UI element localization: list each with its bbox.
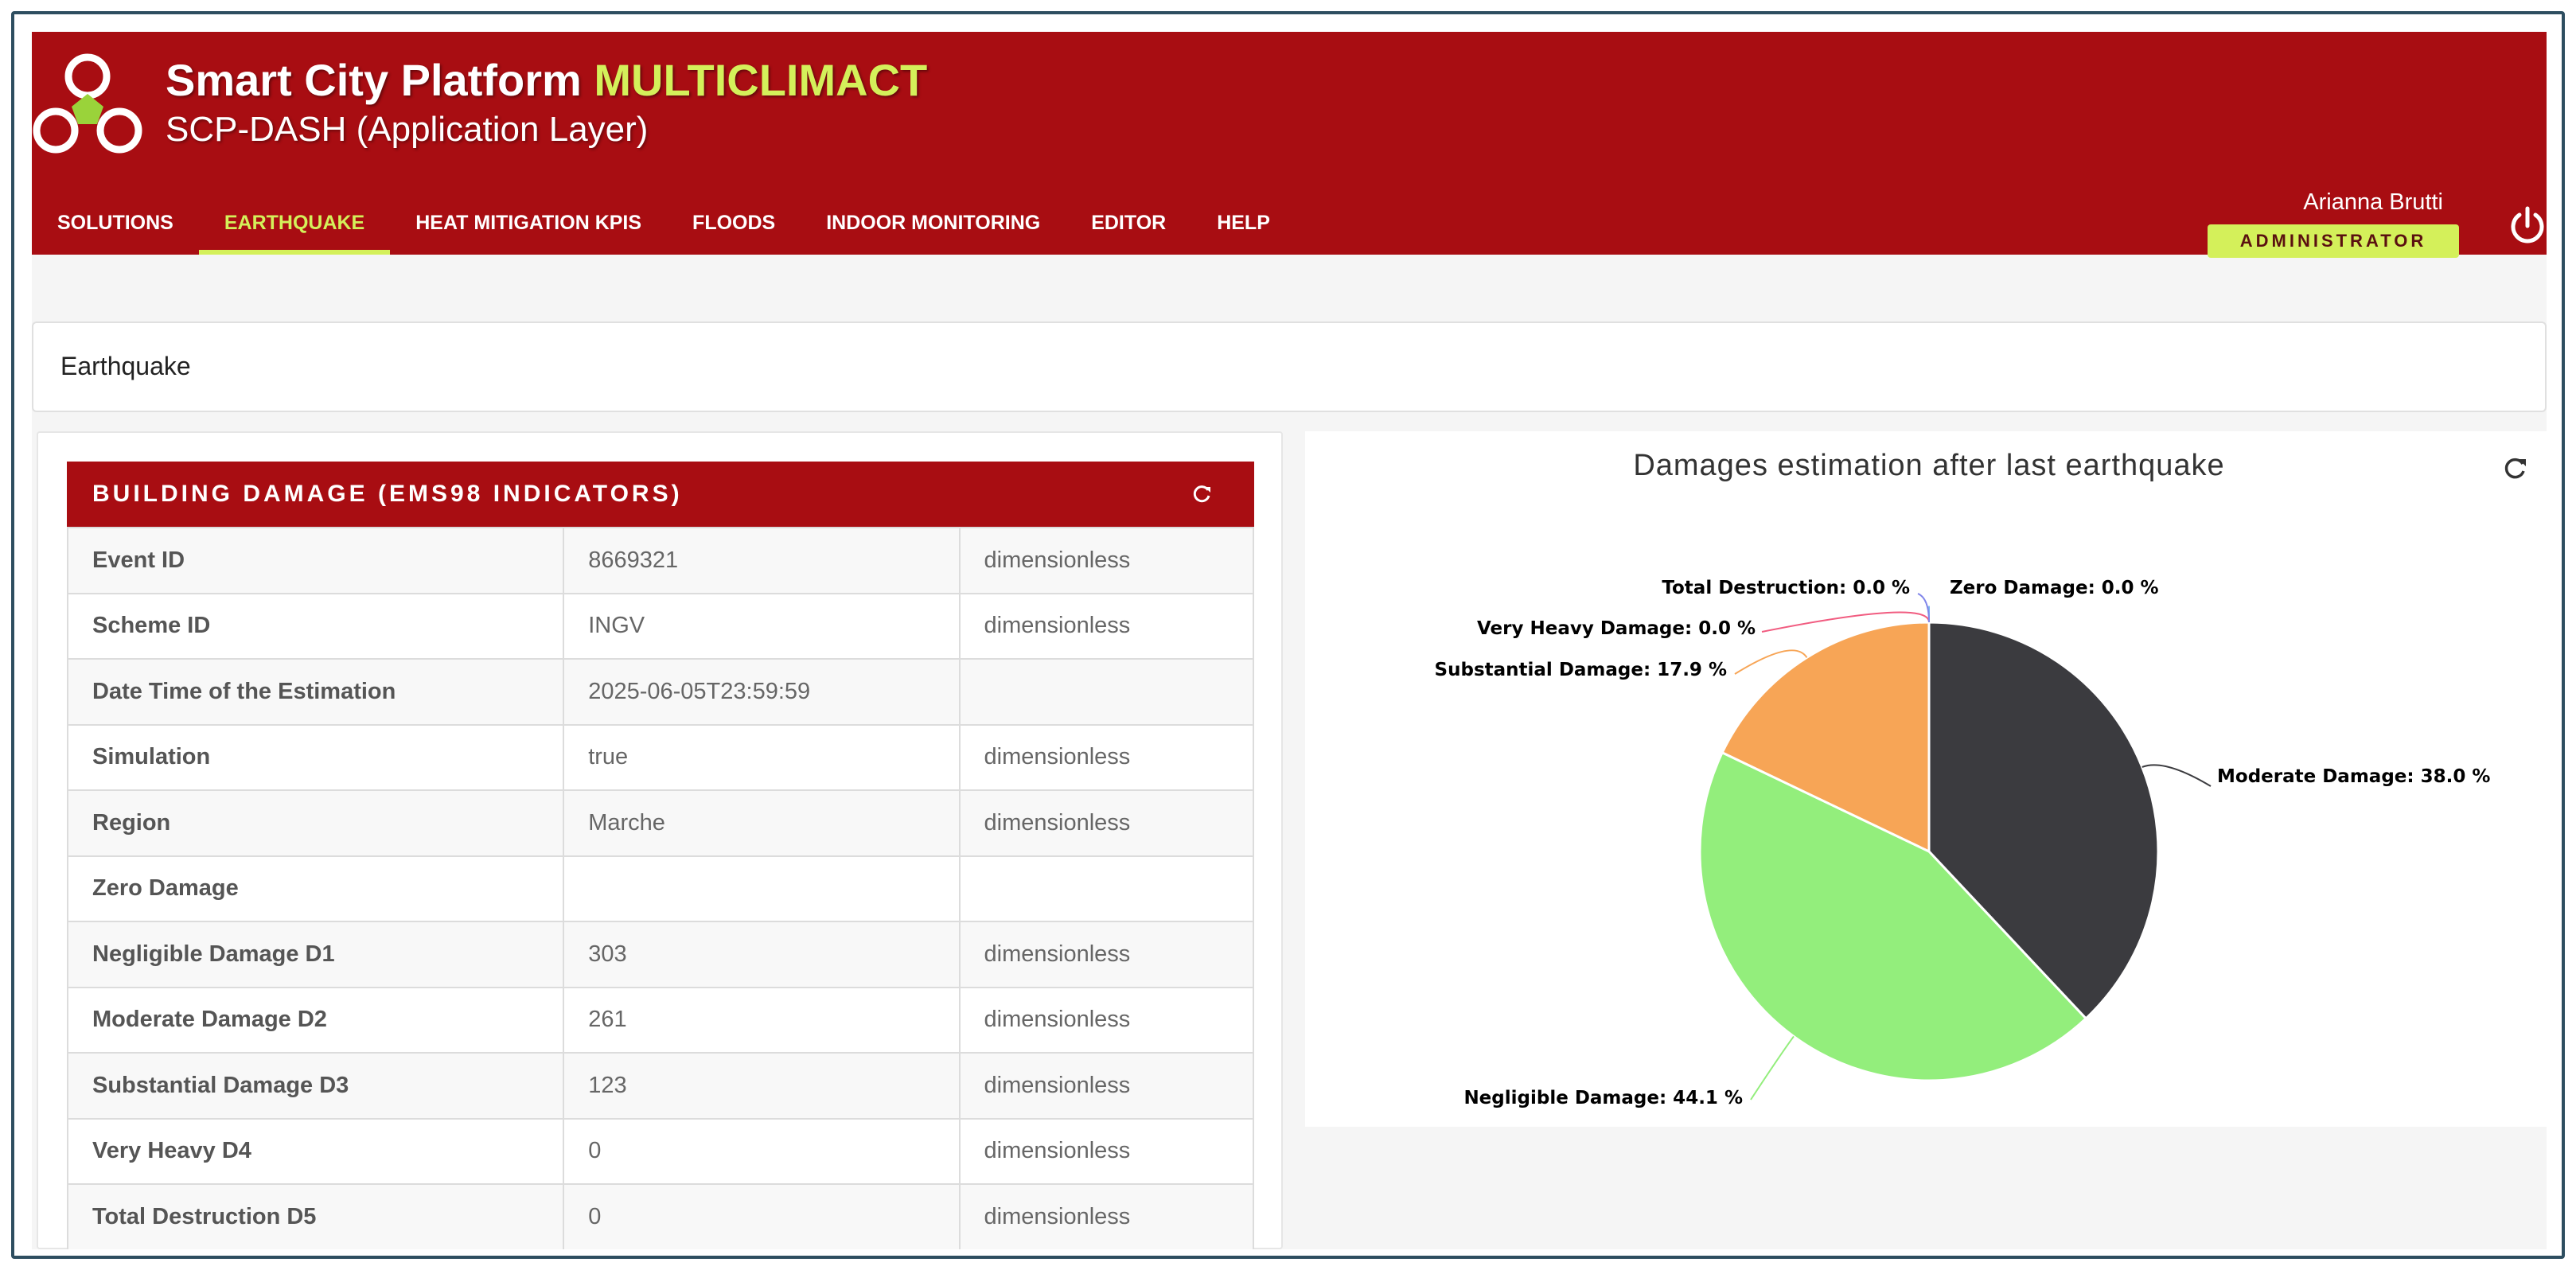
table-row: Negligible Damage D1 303 dimensionless — [66, 921, 1255, 988]
pie-data-label: Substantial Damage: 17.9 % — [1435, 660, 1727, 680]
table-row: Simulation true dimensionless — [66, 723, 1255, 791]
row-label: Date Time of the Estimation — [66, 658, 565, 726]
pie-connector — [1734, 649, 1808, 675]
table-row: Date Time of the Estimation 2025-06-05T2… — [66, 658, 1255, 726]
refresh-icon[interactable] — [2502, 455, 2529, 482]
row-value: 303 — [563, 921, 961, 988]
tab-earthquake[interactable]: EARTHQUAKE — [198, 191, 391, 255]
row-unit: dimensionless — [958, 789, 1255, 857]
row-value: 0 — [563, 1117, 961, 1185]
tab-editor[interactable]: EDITOR — [1091, 211, 1167, 234]
row-unit: dimensionless — [958, 1183, 1255, 1249]
building-damage-panel: BUILDING DAMAGE (EMS98 INDICATORS) Event… — [37, 431, 1283, 1249]
row-value: 123 — [563, 1052, 961, 1120]
row-unit: dimensionless — [958, 1052, 1255, 1120]
table-row: Very Heavy D4 0 dimensionless — [66, 1117, 1255, 1185]
page-title: Earthquake — [60, 352, 191, 380]
pie-chart: Zero Damage: 0.0 % Moderate Damage: 38.0 … — [1435, 578, 2491, 1108]
main-nav: SOLUTIONS EARTHQUAKE HEAT MITIGATION KPI… — [32, 191, 1296, 255]
row-unit: dimensionless — [958, 1117, 1255, 1185]
pie-connector — [1761, 611, 1930, 633]
role-badge: ADMINISTRATOR — [2208, 224, 2459, 258]
table-title-text: BUILDING DAMAGE (EMS98 INDICATORS) — [92, 481, 683, 507]
row-unit: dimensionless — [958, 986, 1255, 1054]
row-label: Scheme ID — [66, 592, 565, 660]
table-row: Region Marche dimensionless — [66, 789, 1255, 857]
damage-chart-panel: Zero Damage: 0.0 % Moderate Damage: 38.0 … — [1305, 431, 2547, 1127]
refresh-icon[interactable] — [1192, 484, 1213, 504]
table-title: BUILDING DAMAGE (EMS98 INDICATORS) — [67, 462, 1254, 527]
row-label: Event ID — [66, 527, 565, 594]
table-row: Zero Damage — [66, 855, 1255, 922]
row-unit — [958, 658, 1255, 726]
platform-logo-icon[interactable] — [32, 48, 143, 159]
row-unit: dimensionless — [958, 921, 1255, 988]
tab-help[interactable]: HELP — [1217, 211, 1270, 234]
window-frame: Smart City Platform MULTICLIMACT SCP-DAS… — [11, 11, 2565, 1259]
row-label: Negligible Damage D1 — [66, 921, 565, 988]
table-row: Moderate Damage D2 261 dimensionless — [66, 986, 1255, 1054]
pie-data-label: Negligible Damage: 44.1 % — [1463, 1088, 1743, 1108]
table-row: Substantial Damage D3 123 dimensionless — [66, 1052, 1255, 1120]
row-label: Very Heavy D4 — [66, 1117, 565, 1185]
row-value: 261 — [563, 986, 961, 1054]
app-subtitle: SCP-DASH (Application Layer) — [166, 110, 649, 149]
row-value: true — [563, 723, 961, 791]
power-icon[interactable] — [2507, 205, 2547, 247]
tab-floods[interactable]: FLOODS — [692, 211, 776, 234]
row-label: Moderate Damage D2 — [66, 986, 565, 1054]
pie-data-label: Very Heavy Damage: 0.0 % — [1477, 618, 1756, 639]
app-title-main: Smart City Platform — [166, 55, 582, 105]
app-title-accent: MULTICLIMACT — [594, 55, 928, 105]
row-value: 8669321 — [563, 527, 961, 594]
pie-data-label: Zero Damage: 0.0 % — [1950, 578, 2159, 598]
pie-connector — [1750, 1035, 1795, 1101]
chart-title: Damages estimation after last earthquake — [1633, 449, 2225, 482]
row-unit — [958, 855, 1255, 922]
table-row: Total Destruction D5 0 dimensionless — [66, 1183, 1255, 1249]
row-label: Simulation — [66, 723, 565, 791]
pie-connector — [2141, 764, 2212, 787]
row-unit: dimensionless — [958, 592, 1255, 660]
row-value: INGV — [563, 592, 961, 660]
app-root: Smart City Platform MULTICLIMACT SCP-DAS… — [32, 32, 2547, 1249]
user-name: Arianna Brutti — [2303, 189, 2443, 215]
pie-data-label: Total Destruction: 0.0 % — [1662, 578, 1910, 598]
row-value — [563, 855, 961, 922]
row-label: Zero Damage — [66, 855, 565, 922]
row-label: Region — [66, 789, 565, 857]
row-value: 0 — [563, 1183, 961, 1249]
app-title: Smart City Platform MULTICLIMACT — [166, 54, 927, 106]
row-value: Marche — [563, 789, 961, 857]
tab-indoor-monitoring[interactable]: INDOOR MONITORING — [826, 211, 1041, 234]
table-row: Scheme ID INGV dimensionless — [66, 592, 1255, 660]
tab-heat-mitigation-kpis[interactable]: HEAT MITIGATION KPIS — [415, 211, 642, 234]
pie-slice-negligible-damage[interactable] — [1698, 750, 2088, 1082]
pie-slice-moderate-damage[interactable] — [1927, 621, 2160, 1021]
app-header: Smart City Platform MULTICLIMACT SCP-DAS… — [32, 32, 2547, 258]
row-value: 2025-06-05T23:59:59 — [563, 658, 961, 726]
damage-table: Event ID 8669321 dimensionless Scheme ID… — [66, 527, 1255, 1249]
pie-connector — [1917, 593, 1930, 623]
row-unit: dimensionless — [958, 527, 1255, 594]
table-row: Event ID 8669321 dimensionless — [66, 527, 1255, 594]
row-label: Substantial Damage D3 — [66, 1052, 565, 1120]
pie-data-label: Moderate Damage: 38.0 % — [2217, 766, 2490, 787]
row-label: Total Destruction D5 — [66, 1183, 565, 1249]
row-unit: dimensionless — [958, 723, 1255, 791]
tab-solutions[interactable]: SOLUTIONS — [57, 211, 173, 234]
breadcrumb: Earthquake — [32, 321, 2547, 412]
pie-slice-substantial-damage[interactable] — [1721, 621, 1931, 854]
